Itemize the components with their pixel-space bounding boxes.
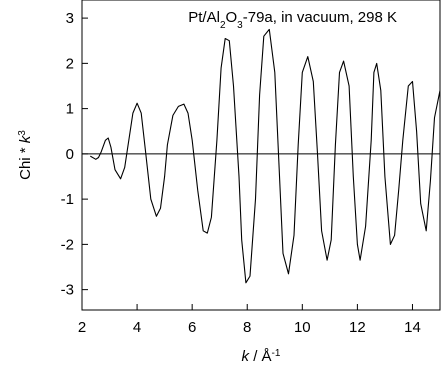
- plot-frame: [81, 0, 441, 311]
- x-tick-label: 8: [243, 319, 251, 336]
- y-tick-label: 3: [66, 10, 74, 27]
- y-axis-ticks: -3 -2 -1 0 1 2 3: [61, 10, 88, 299]
- y-axis-label: Chi * k3: [17, 130, 35, 180]
- chi-k3-line: [90, 28, 441, 284]
- y-tick-label: 1: [66, 101, 74, 118]
- chart-title: Pt/Al2O3-79a, in vacuum, 298 K: [188, 9, 397, 31]
- x-tick-label: 12: [349, 319, 366, 336]
- y-tick-label: -2: [61, 236, 74, 253]
- x-tick-label: 6: [188, 319, 196, 336]
- x-axis-label: k / Å-1: [242, 348, 281, 366]
- x-tick-label: 14: [404, 319, 421, 336]
- x-tick-label: 4: [133, 319, 141, 336]
- y-tick-label: -1: [61, 191, 74, 208]
- x-tick-label: 2: [78, 319, 86, 336]
- y-tick-label: 2: [66, 55, 74, 72]
- x-axis-ticks: 2 4 6 8 10 12 14: [78, 304, 421, 336]
- y-tick-label: -3: [61, 282, 74, 299]
- y-tick-label: 0: [66, 146, 74, 163]
- x-tick-label: 10: [294, 319, 311, 336]
